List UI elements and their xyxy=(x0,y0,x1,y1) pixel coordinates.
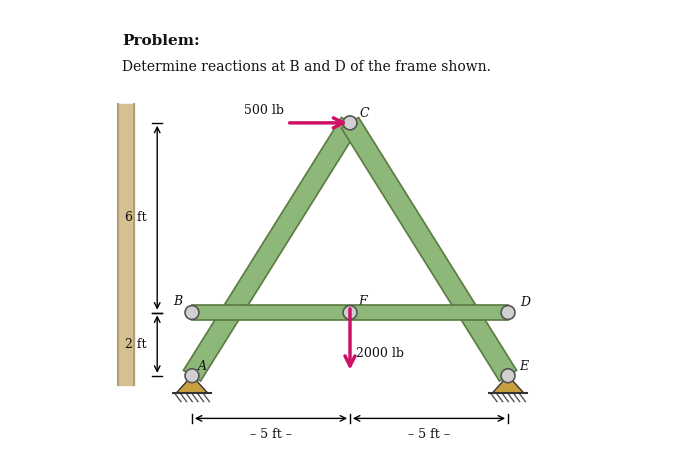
Text: Determine reactions at B and D of the frame shown.: Determine reactions at B and D of the fr… xyxy=(122,60,491,74)
Text: E: E xyxy=(519,360,528,373)
Text: B: B xyxy=(173,295,182,308)
Circle shape xyxy=(343,305,357,319)
Polygon shape xyxy=(192,305,508,320)
Circle shape xyxy=(185,369,199,382)
Text: F: F xyxy=(358,295,367,308)
Text: 500 lb: 500 lb xyxy=(244,104,284,117)
Polygon shape xyxy=(492,376,524,393)
Circle shape xyxy=(343,116,357,130)
Text: Problem:: Problem: xyxy=(122,35,200,49)
Text: – 5 ft –: – 5 ft – xyxy=(408,428,450,441)
Circle shape xyxy=(501,305,515,319)
Circle shape xyxy=(501,369,515,382)
Text: 6 ft: 6 ft xyxy=(125,211,146,224)
Polygon shape xyxy=(342,118,517,381)
Circle shape xyxy=(185,305,199,319)
Text: 2 ft: 2 ft xyxy=(125,338,146,351)
Text: – 5 ft –: – 5 ft – xyxy=(250,428,292,441)
Polygon shape xyxy=(176,376,208,393)
Text: A: A xyxy=(198,360,207,373)
Text: C: C xyxy=(360,107,369,120)
Polygon shape xyxy=(183,118,358,381)
Text: 2000 lb: 2000 lb xyxy=(356,347,405,360)
Text: D: D xyxy=(521,297,531,309)
